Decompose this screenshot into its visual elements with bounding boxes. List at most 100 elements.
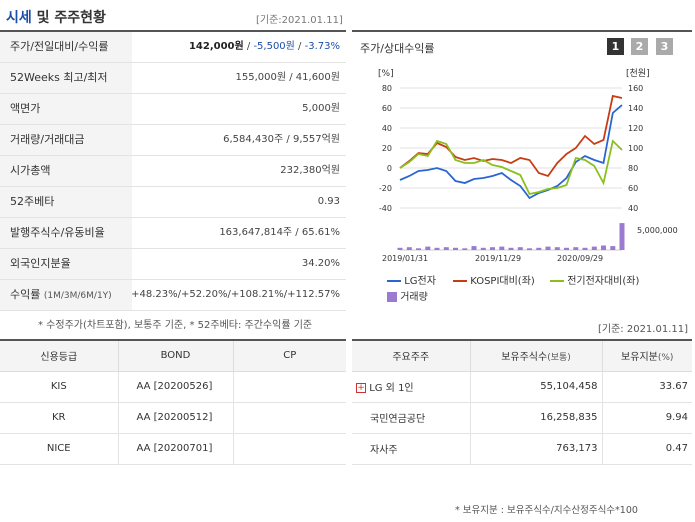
- table-header-row: 주요주주 보유주식수(보통) 보유지분(%): [352, 341, 692, 372]
- table-row: 국민연금공단 16,258,835 9.94: [352, 402, 692, 434]
- cell-shares: 763,173: [470, 433, 603, 465]
- cell-shares: 55,104,458: [470, 371, 603, 403]
- volume-bar: [471, 246, 477, 250]
- row-par-value: 액면가 5,000원: [0, 94, 346, 125]
- row-label: 52주베타: [0, 187, 132, 217]
- change-rate: -3.73%: [304, 41, 340, 52]
- y-right-tick: 140: [628, 104, 643, 113]
- divider: [0, 30, 346, 32]
- reference-date: [기준:2021.01.11]: [256, 15, 343, 26]
- y-right-tick: 80: [628, 164, 638, 173]
- y-left-tick: -20: [379, 184, 392, 193]
- holders-note: * 보유지분 : 보유주식수/지수산정주식수*100: [455, 505, 638, 516]
- period-button-1[interactable]: 1: [607, 38, 624, 55]
- row-label: 거래량/거래대금: [0, 125, 132, 155]
- expand-icon[interactable]: +: [356, 383, 366, 393]
- volume-bar: [527, 248, 532, 250]
- cell-bond: AA [20200701]: [118, 433, 234, 465]
- section-title: 시세 및 주주현황: [6, 7, 106, 27]
- row-market-cap: 시가총액 232,380억원: [0, 156, 346, 187]
- y-right-unit: [천원]: [626, 68, 650, 79]
- table-row: KR AA [20200512]: [0, 402, 346, 434]
- volume-bar: [499, 246, 505, 250]
- table-row: + LG 외 1인 55,104,458 33.67: [352, 371, 692, 403]
- row-value: 232,380억원: [280, 165, 340, 176]
- volume-bar: [508, 247, 514, 250]
- volume-bar: [610, 246, 616, 250]
- volume-bar: [554, 247, 560, 250]
- legend-label: 전기전자대비(좌): [567, 276, 640, 287]
- cell-holder: 자사주: [352, 433, 471, 465]
- row-value: 6,584,430주 / 9,557억원: [223, 134, 340, 145]
- section-title-main: 시세: [6, 10, 32, 26]
- volume-bar: [619, 223, 625, 250]
- legend-volume: 거래량: [387, 288, 428, 303]
- volume-bar: [591, 246, 597, 250]
- chart-reference-date: [기준: 2021.01.11]: [598, 324, 689, 335]
- col-header: 주요주주: [352, 341, 471, 372]
- legend-label: 거래량: [400, 292, 428, 303]
- y-left-tick: -40: [379, 204, 392, 213]
- volume-bar: [490, 247, 495, 250]
- holders-table: 주요주주 보유주식수(보통) 보유지분(%) + LG 외 1인 55,104,…: [352, 341, 692, 465]
- period-button-3[interactable]: 3: [656, 38, 673, 55]
- holders-table-wrap: 주요주주 보유주식수(보통) 보유지분(%) + LG 외 1인 55,104,…: [352, 339, 692, 465]
- y-left-tick: 0: [387, 164, 392, 173]
- row-label: 시가총액: [0, 156, 132, 186]
- table-row: KIS AA [20200526]: [0, 371, 346, 403]
- volume-bar: [573, 247, 579, 250]
- y-left-tick: 60: [382, 104, 392, 113]
- legend-label: KOSPI대비(좌): [470, 276, 535, 287]
- row-shares: 발행주식수/유동비율 163,647,814주 / 65.61%: [0, 218, 346, 249]
- x-tick: 2020/09/29: [557, 254, 603, 263]
- series-line: [399, 139, 623, 196]
- table-row: 자사주 763,173 0.47: [352, 433, 692, 465]
- volume-bar: [564, 247, 569, 250]
- volume-bar: [406, 247, 412, 250]
- row-value: 34.20%: [301, 258, 340, 269]
- y-right-tick: 120: [628, 124, 643, 133]
- col-header: 보유지분(%): [602, 341, 692, 372]
- cell-holder: 국민연금공단: [352, 402, 471, 434]
- return-1y: +112.57%: [287, 289, 340, 300]
- volume-bar: [536, 247, 542, 250]
- cell-bond: AA [20200526]: [118, 371, 234, 403]
- credit-table-wrap: 신용등급 BOND CP KIS AA [20200526] KR AA [20…: [0, 339, 346, 465]
- cell-cp: [233, 371, 346, 403]
- col-header: 신용등급: [0, 341, 119, 372]
- col-header-main: 보유지분: [621, 352, 658, 364]
- returns-label-small: (1M/3M/6M/1Y): [43, 291, 112, 301]
- row-value: +48.23%/+52.20%/+108.21%/+112.57%: [131, 289, 340, 300]
- col-header-main: 보유주식수: [501, 352, 548, 364]
- y-right-tick: 100: [628, 144, 643, 153]
- y-right-tick: 40: [628, 204, 638, 213]
- row-beta: 52주베타 0.93: [0, 187, 346, 218]
- volume-bar: [416, 248, 421, 250]
- legend-swatch: [550, 280, 564, 282]
- volume-tick: 5,000,000: [637, 226, 678, 235]
- y-right-tick: 160: [628, 84, 643, 93]
- period-button-2[interactable]: 2: [631, 38, 648, 55]
- row-label: 발행주식수/유동비율: [0, 218, 132, 248]
- cell-agency: NICE: [0, 433, 119, 465]
- row-value: 163,647,814주 / 65.61%: [219, 227, 340, 238]
- volume-bar: [443, 247, 449, 250]
- cell-agency: KR: [0, 402, 119, 434]
- cell-shares: 16,258,835: [470, 402, 603, 434]
- price-value: 142,000원: [188, 41, 244, 52]
- col-header: BOND: [118, 341, 234, 372]
- cell-pct: 9.94: [602, 402, 692, 434]
- cell-pct: 33.67: [602, 371, 692, 403]
- table-header-row: 신용등급 BOND CP: [0, 341, 346, 372]
- volume-bar: [517, 247, 523, 250]
- col-header-sub: (%): [657, 353, 674, 364]
- volume-bar: [462, 248, 468, 250]
- y-left-tick: 20: [382, 144, 392, 153]
- cell-cp: [233, 433, 346, 465]
- x-tick: 2019/01/31: [382, 254, 428, 263]
- volume-bar: [582, 247, 588, 250]
- volume-bar: [601, 245, 606, 250]
- row-price: 주가/전일대비/수익률 142,000원 / -5,500원 / -3.73%: [0, 32, 346, 63]
- chart-panel: [352, 30, 692, 295]
- row-volume: 거래량/거래대금 6,584,430주 / 9,557억원: [0, 125, 346, 156]
